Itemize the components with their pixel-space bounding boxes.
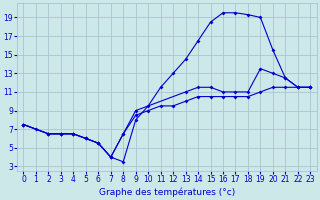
X-axis label: Graphe des températures (°c): Graphe des températures (°c) bbox=[99, 187, 235, 197]
